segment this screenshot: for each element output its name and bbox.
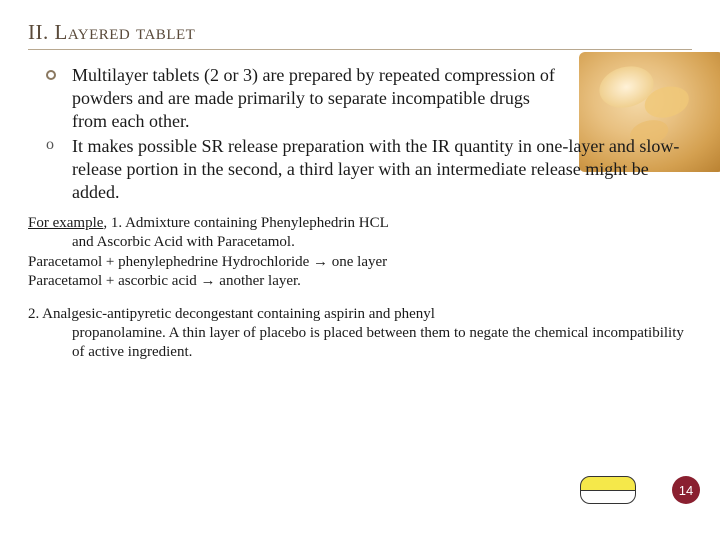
bullet-item: o It makes possible SR release preparati… (28, 135, 692, 204)
bullet-item: Multilayer tablets (2 or 3) are prepared… (28, 64, 692, 133)
slide: II. Layered tablet Multilayer tablets (2… (0, 0, 720, 540)
example-2: 2. Analgesic-antipyretic decongestant co… (28, 305, 692, 363)
ring-bullet-icon (46, 70, 56, 80)
content-area: Multilayer tablets (2 or 3) are prepared… (28, 64, 692, 363)
example-line: , 1. Admixture containing Phenylephedrin… (103, 215, 388, 231)
example-line: Paracetamol + phenylephedrine Hydrochlor… (28, 253, 692, 272)
tablet-top-layer (580, 476, 636, 491)
tablet-layer-diagram (580, 476, 636, 506)
example-line: Paracetamol + ascorbic acid → another la… (28, 272, 692, 291)
slide-title: II. Layered tablet (28, 20, 692, 45)
example-line: propanolamine. A thin layer of placebo i… (28, 324, 692, 362)
tablet-bottom-layer (580, 491, 636, 504)
example-line: 2. Analgesic-antipyretic decongestant co… (28, 305, 692, 324)
example-lead: For example (28, 215, 103, 231)
title-rule (28, 49, 692, 50)
open-circle-bullet-icon: o (46, 135, 54, 155)
bullet-text: It makes possible SR release preparation… (72, 136, 679, 202)
bullet-text: Multilayer tablets (2 or 3) are prepared… (72, 64, 692, 133)
example-1: For example, 1. Admixture containing Phe… (28, 214, 692, 291)
page-number-badge: 14 (672, 476, 700, 504)
page-number: 14 (679, 483, 693, 498)
example-line: and Ascorbic Acid with Paracetamol. (28, 233, 692, 252)
